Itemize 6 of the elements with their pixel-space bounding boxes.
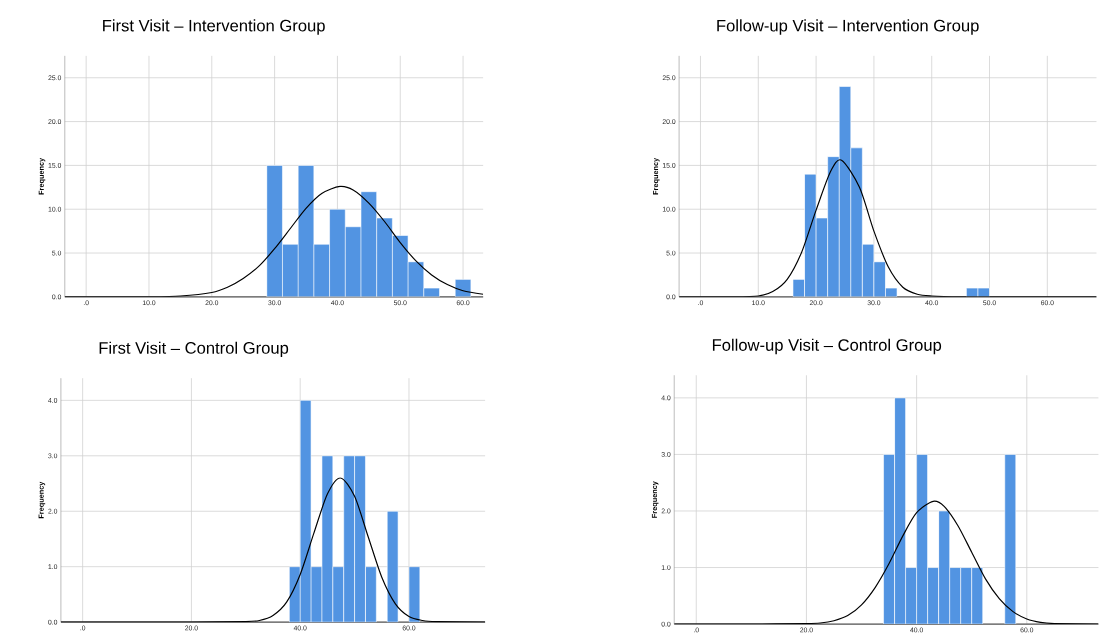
chart-title: Follow-up Visit – Intervention Group [717,19,979,35]
line-series [60,477,486,623]
line-series [674,500,1099,625]
chart-title: First Visit – Control Group [99,341,289,358]
chart-title: First Visit – Intervention Group [103,19,325,35]
chart-title: Follow-up Visit – Control Group [712,338,942,355]
